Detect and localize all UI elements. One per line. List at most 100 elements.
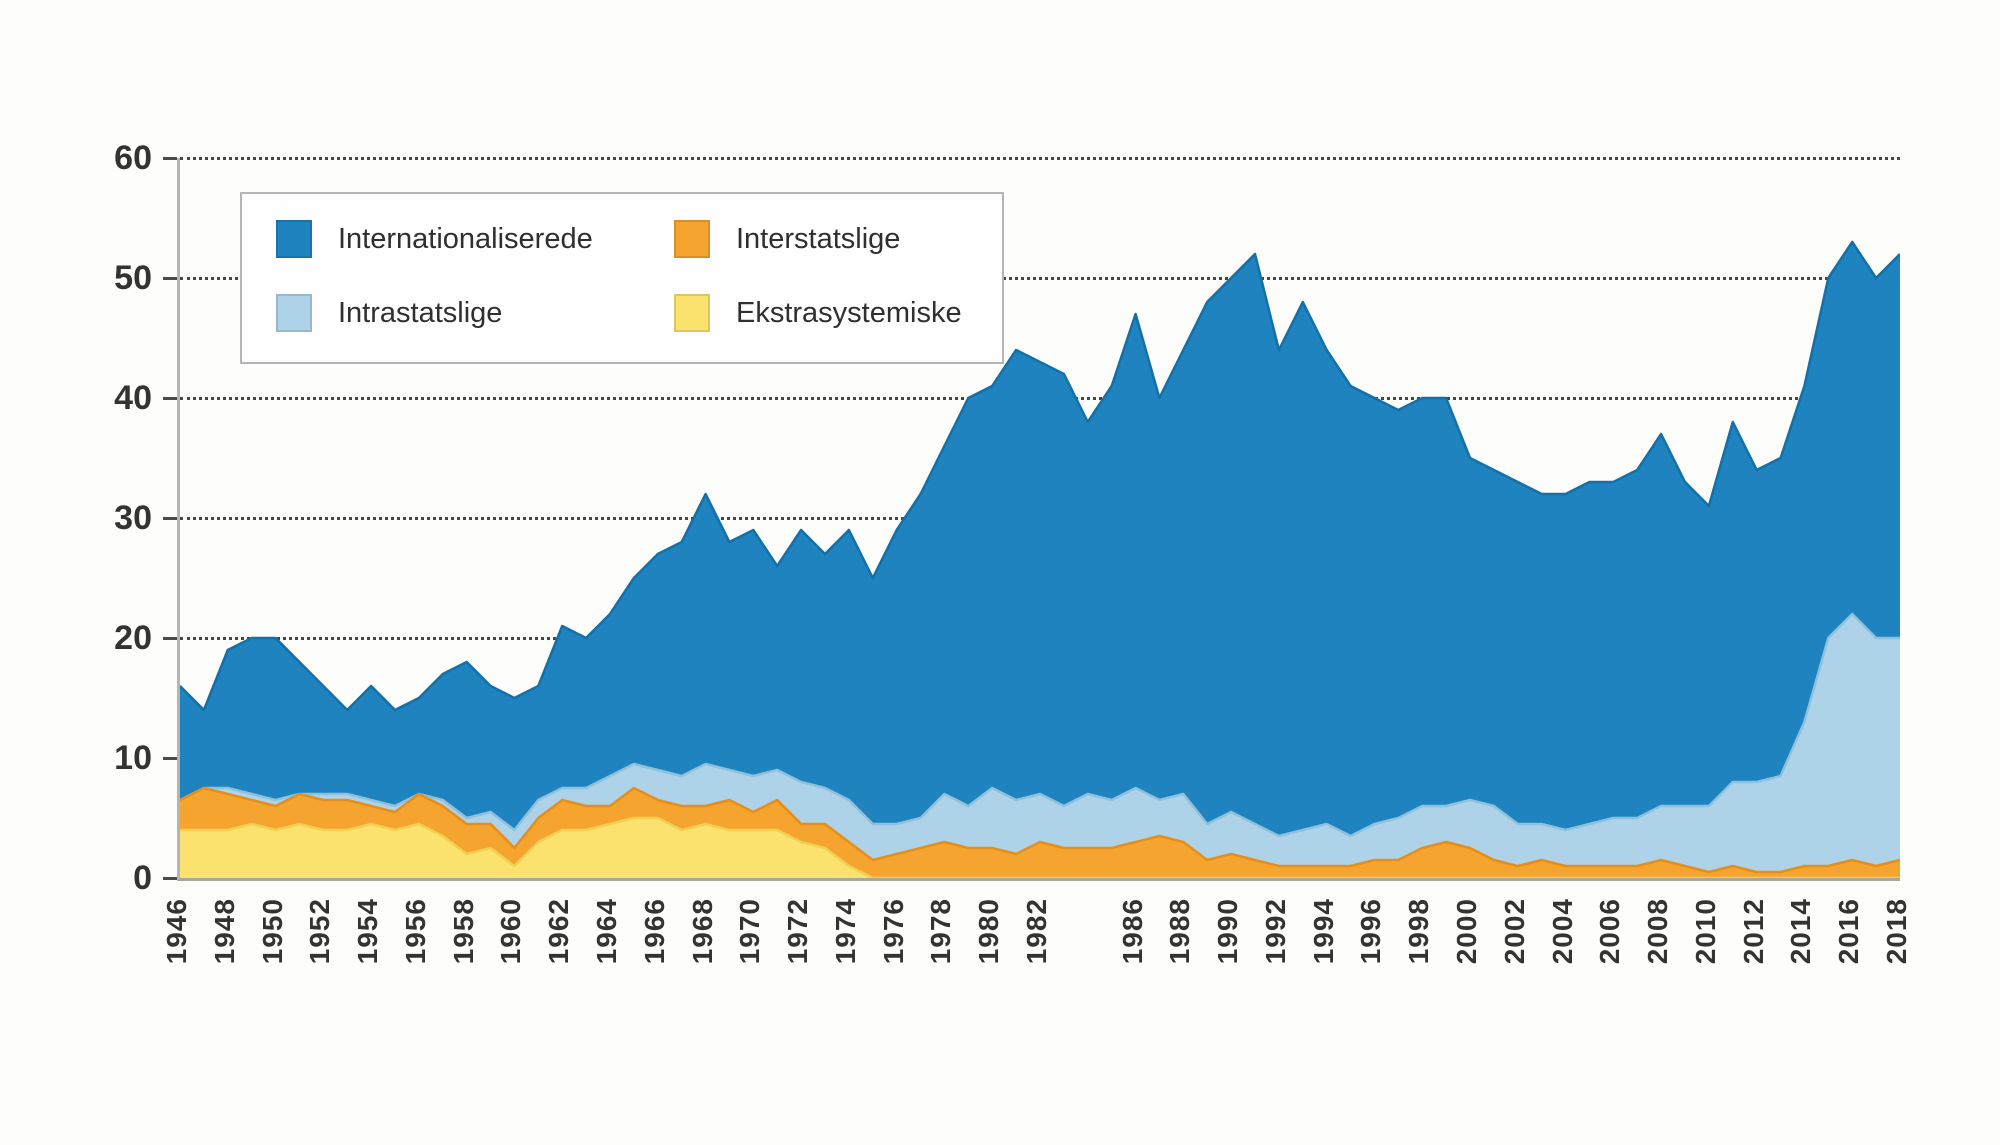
area-edge-internationaliserede (180, 240, 1900, 712)
y-axis-label-30: 30 (114, 499, 152, 537)
x-axis-label-1980: 1980 (972, 898, 1006, 1020)
x-axis-label-2004: 2004 (1546, 898, 1580, 1020)
x-axis-label-text: 2014 (1785, 898, 1817, 965)
legend-label: Intrastatslige (338, 296, 503, 329)
legend-label: Interstatslige (736, 222, 901, 255)
x-axis-label-2018: 2018 (1880, 898, 1914, 1020)
x-axis-label-text: 1982 (1021, 898, 1052, 965)
x-axis-label-text: 2010 (1689, 898, 1721, 965)
x-axis-label-1978: 1978 (924, 898, 958, 1020)
legend-item-ekstrasystemiske: Ekstrasystemiske (674, 294, 962, 332)
y-tick-10 (163, 757, 177, 760)
x-axis-label-text: 1992 (1259, 898, 1291, 965)
x-axis-label-1986: 1986 (1116, 898, 1150, 1020)
y-tick-0 (163, 877, 177, 880)
x-axis-label-text: 1994 (1307, 898, 1339, 965)
plot-area: Internationaliserede Interstatslige Intr… (163, 157, 1900, 881)
x-axis-label-text: 1988 (1164, 898, 1196, 965)
x-axis-label-text: 1948 (208, 898, 240, 965)
y-axis-label-60: 60 (114, 139, 152, 177)
x-axis-label-2008: 2008 (1641, 898, 1675, 1020)
y-tick-30 (163, 517, 177, 520)
x-axis-label-text: 2000 (1451, 898, 1482, 965)
x-axis-label-text: 1978 (925, 898, 957, 965)
legend-swatch-ekstrasystemiske-icon (674, 294, 710, 332)
x-axis-label-2016: 2016 (1832, 898, 1866, 1020)
x-axis-label-1952: 1952 (303, 898, 337, 1020)
legend-item-intrastatslige: Intrastatslige (276, 294, 674, 332)
legend-swatch-interstatslige-icon (674, 220, 710, 258)
x-axis-label-2002: 2002 (1498, 898, 1532, 1020)
x-axis-label-text: 2012 (1737, 898, 1769, 965)
x-axis-label-1964: 1964 (590, 898, 624, 1020)
area-edge-intrastatslige (180, 612, 1900, 838)
x-axis-label-1950: 1950 (256, 898, 290, 1020)
x-axis-label-text: 2008 (1642, 898, 1674, 965)
legend-label: Ekstrasystemiske (736, 296, 962, 329)
x-axis-label-1982: 1982 (1020, 898, 1054, 1020)
y-axis-label-0: 0 (133, 859, 152, 897)
y-axis-label-20: 20 (114, 619, 152, 657)
y-tick-40 (163, 397, 177, 400)
y-tick-60 (163, 157, 177, 160)
x-axis-label-2012: 2012 (1737, 898, 1771, 1020)
x-axis-label-text: 1952 (304, 898, 336, 965)
legend-item-interstatslige: Interstatslige (674, 220, 962, 258)
x-axis-label-text: 1972 (782, 898, 814, 965)
x-axis-label-text: 1946 (161, 898, 192, 965)
x-axis-label-text: 1996 (1355, 898, 1387, 965)
x-axis-label-1954: 1954 (351, 898, 385, 1020)
x-axis-label-text: 1954 (352, 898, 384, 965)
x-axis-label-1956: 1956 (399, 898, 433, 1020)
legend-label: Internationaliserede (338, 222, 593, 255)
x-axis-label-text: 1990 (1212, 898, 1244, 965)
x-axis-label-1976: 1976 (877, 898, 911, 1020)
x-axis-label-text: 1956 (399, 898, 431, 965)
x-axis-label-text: 1950 (256, 898, 288, 965)
x-axis-label-1994: 1994 (1307, 898, 1341, 1020)
area-internationaliserede (180, 242, 1900, 878)
x-axis-label-1968: 1968 (686, 898, 720, 1020)
y-axis-label-50: 50 (114, 259, 152, 297)
x-axis-label-text: 1968 (686, 898, 718, 965)
legend-item-internationaliserede: Internationaliserede (276, 220, 674, 258)
x-axis-label-1946: 1946 (160, 898, 194, 1020)
x-axis-label-1960: 1960 (494, 898, 528, 1020)
x-axis-label-1992: 1992 (1259, 898, 1293, 1020)
y-tick-50 (163, 277, 177, 280)
y-axis-label-40: 40 (114, 379, 152, 417)
x-axis-label-text: 1998 (1403, 898, 1435, 965)
legend-swatch-intrastatslige-icon (276, 294, 312, 332)
area-edge-interstatslige (180, 786, 1900, 874)
x-axis-label-text: 2004 (1546, 898, 1578, 965)
legend: Internationaliserede Interstatslige Intr… (240, 192, 1004, 364)
legend-swatch-internationaliserede-icon (276, 220, 312, 258)
x-axis-label-text: 1964 (591, 898, 622, 965)
area-ekstrasystemiske (180, 818, 1900, 878)
x-axis-label-1958: 1958 (447, 898, 481, 1020)
y-axis-label-10: 10 (114, 739, 152, 777)
x-axis-label-2014: 2014 (1784, 898, 1818, 1020)
x-axis-label-text: 2016 (1833, 898, 1865, 965)
x-axis-label-text: 2002 (1498, 898, 1530, 965)
x-axis-label-1970: 1970 (733, 898, 767, 1020)
gridline-60 (180, 157, 1900, 160)
x-axis-label-text: 1970 (734, 898, 766, 965)
x-axis-label-text: 1966 (638, 898, 670, 965)
x-axis-label-2006: 2006 (1593, 898, 1627, 1020)
area-series-svg (180, 240, 1900, 878)
gridline-50 (180, 277, 1900, 280)
x-axis-label-1996: 1996 (1354, 898, 1388, 1020)
y-tick-20 (163, 637, 177, 640)
x-axis-label-text: 1980 (973, 898, 1005, 965)
x-axis-label-text: 1974 (829, 898, 861, 965)
x-axis-label-text: 2006 (1594, 898, 1626, 965)
x-axis-label-1974: 1974 (829, 898, 863, 1020)
x-axis-label-1948: 1948 (208, 898, 242, 1020)
x-axis-label-2010: 2010 (1689, 898, 1723, 1020)
x-axis-label-text: 2018 (1881, 898, 1912, 965)
x-axis-label-2000: 2000 (1450, 898, 1484, 1020)
x-axis-label-1972: 1972 (781, 898, 815, 1020)
x-axis-label-1988: 1988 (1163, 898, 1197, 1020)
